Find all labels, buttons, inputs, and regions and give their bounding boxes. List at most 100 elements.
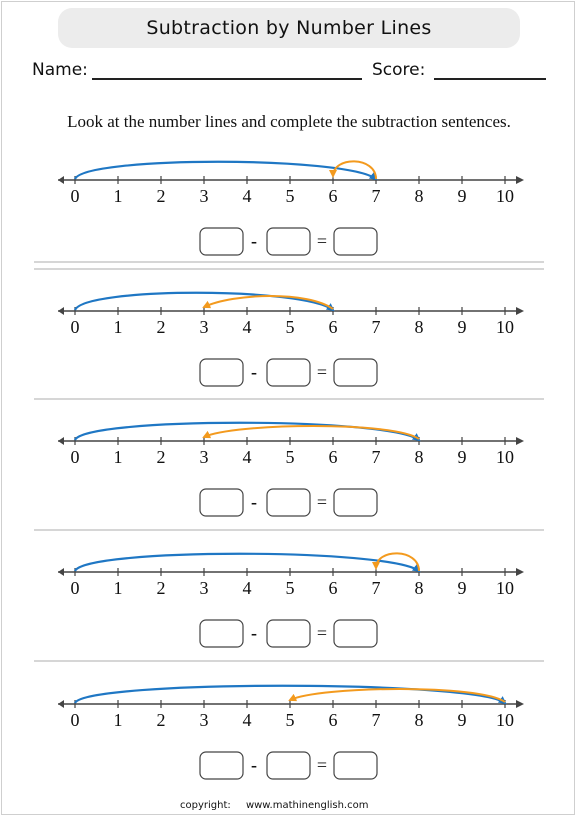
tick-label: 9 — [458, 186, 467, 206]
tick-label: 10 — [496, 186, 514, 206]
blue-jump-arc — [73, 291, 335, 312]
title-text: Subtraction by Number Lines — [146, 17, 432, 39]
problem-4: 0 1 2 3 4 5 6 7 8 9 10 - = — [58, 552, 524, 648]
tick-label: 7 — [372, 186, 381, 206]
tick-label: 10 — [496, 578, 514, 598]
tick-label: 4 — [243, 447, 252, 467]
tick-label: 3 — [200, 186, 209, 206]
tick-label: 0 — [71, 710, 80, 730]
tick-label: 4 — [243, 578, 252, 598]
minus-sign: - — [251, 492, 257, 512]
tick-label: 0 — [71, 186, 80, 206]
score-label: Score: — [372, 60, 426, 80]
problem-2: 0 1 2 3 4 5 6 7 8 9 10 - = — [58, 291, 524, 387]
axis-left-arrow — [58, 700, 64, 708]
tick-label: 7 — [372, 317, 381, 337]
problem-1: 0 1 2 3 4 5 6 7 8 9 10 - = — [58, 160, 524, 256]
tick-label: 8 — [415, 578, 424, 598]
tick-label: 6 — [329, 447, 338, 467]
tick-label: 2 — [157, 578, 166, 598]
tick-label: 1 — [114, 710, 123, 730]
tick-label: 0 — [71, 578, 80, 598]
tick-label: 6 — [329, 710, 338, 730]
name-label: Name: — [32, 60, 88, 80]
subtrahend-box[interactable] — [266, 488, 311, 517]
equals-sign: = — [317, 755, 327, 775]
difference-box[interactable] — [333, 358, 378, 387]
tick-label: 2 — [157, 447, 166, 467]
equals-sign: = — [317, 623, 327, 643]
tick-label: 3 — [200, 447, 209, 467]
minuend-box[interactable] — [199, 227, 244, 256]
problem-5: 0 1 2 3 4 5 6 7 8 9 10 - = — [58, 684, 524, 780]
minuend-box[interactable] — [199, 619, 244, 648]
tick-label: 10 — [496, 447, 514, 467]
tick-label: 7 — [372, 578, 381, 598]
difference-box[interactable] — [333, 619, 378, 648]
page-title: Subtraction by Number Lines — [58, 8, 520, 48]
tick-label: 8 — [415, 710, 424, 730]
minuend-box[interactable] — [199, 358, 244, 387]
tick-label: 0 — [71, 447, 80, 467]
minuend-box[interactable] — [199, 488, 244, 517]
minuend-box[interactable] — [199, 751, 244, 780]
tick-label: 9 — [458, 710, 467, 730]
tick-label: 7 — [372, 710, 381, 730]
tick-label: 8 — [415, 447, 424, 467]
equals-sign: = — [317, 492, 327, 512]
tick-label: 10 — [496, 710, 514, 730]
axis-left-arrow — [58, 307, 64, 315]
orange-jump-arc — [288, 688, 506, 703]
tick-label: 6 — [329, 317, 338, 337]
tick-label: 6 — [329, 578, 338, 598]
blue-jump-arc — [73, 684, 507, 705]
minus-sign: - — [251, 231, 257, 251]
difference-box[interactable] — [333, 751, 378, 780]
blue-jump-arc — [73, 160, 378, 181]
tick-label: 1 — [114, 186, 123, 206]
minus-sign: - — [251, 362, 257, 382]
orange-jump-arc — [202, 425, 420, 440]
orange-jump-arc — [372, 552, 420, 572]
tick-label: 1 — [114, 317, 123, 337]
tick-label: 5 — [286, 186, 295, 206]
tick-label: 1 — [114, 447, 123, 467]
tick-label: 4 — [243, 710, 252, 730]
difference-box[interactable] — [333, 488, 378, 517]
axis-left-arrow — [58, 437, 64, 445]
subtrahend-box[interactable] — [266, 751, 311, 780]
subtrahend-box[interactable] — [266, 358, 311, 387]
tick-label: 3 — [200, 578, 209, 598]
tick-label: 10 — [496, 317, 514, 337]
footer: copyright: www.mathinenglish.com — [180, 800, 368, 811]
tick-label: 5 — [286, 578, 295, 598]
tick-label: 9 — [458, 317, 467, 337]
website-link[interactable]: www.mathinenglish.com — [245, 800, 369, 811]
minus-sign: - — [251, 755, 257, 775]
equals-sign: = — [317, 231, 327, 251]
name-field[interactable] — [92, 78, 362, 80]
tick-label: 9 — [458, 578, 467, 598]
tick-label: 2 — [157, 710, 166, 730]
minus-sign: - — [251, 623, 257, 643]
tick-label: 0 — [71, 317, 80, 337]
tick-label: 4 — [243, 317, 252, 337]
tick-label: 5 — [286, 317, 295, 337]
tick-label: 2 — [157, 186, 166, 206]
tick-label: 5 — [286, 710, 295, 730]
difference-box[interactable] — [333, 227, 378, 256]
subtrahend-box[interactable] — [266, 619, 311, 648]
instruction-text: Look at the number lines and complete th… — [67, 112, 511, 131]
copyright-label: copyright: — [180, 800, 231, 811]
tick-label: 9 — [458, 447, 467, 467]
axis-left-arrow — [58, 176, 64, 184]
orange-jump-arc — [202, 295, 334, 310]
subtrahend-box[interactable] — [266, 227, 311, 256]
tick-label: 3 — [200, 710, 209, 730]
equals-sign: = — [317, 362, 327, 382]
tick-label: 8 — [415, 186, 424, 206]
tick-label: 2 — [157, 317, 166, 337]
score-field[interactable] — [434, 78, 546, 80]
